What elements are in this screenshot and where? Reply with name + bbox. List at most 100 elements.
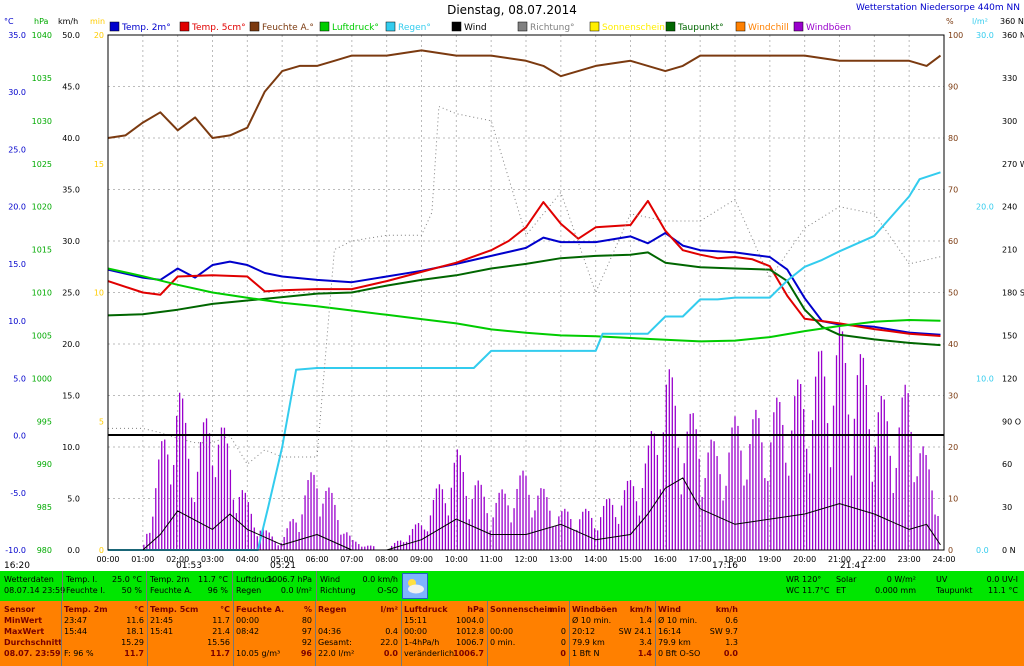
- regen-label: Regen: [236, 586, 262, 595]
- divider: [655, 601, 656, 666]
- stats-unit-sonne: min: [549, 605, 566, 614]
- current-header-date: 08.07.14 23:59: [4, 586, 66, 595]
- stats-value-temp5cm: 21.4: [212, 627, 230, 636]
- axis-tick-sun_min: 15: [94, 160, 104, 169]
- stats-row-label: Sensor: [4, 605, 36, 614]
- stats-value-regen: 0.4: [385, 627, 398, 636]
- temp-i-value: 25.0 °C: [112, 575, 142, 584]
- axis-tick-humidity_pct: 90: [948, 83, 958, 92]
- legend-label: Wind: [464, 23, 487, 33]
- luftdruck-value: 1006.7 hPa: [267, 575, 312, 584]
- stats-unit-regen: l/m²: [380, 605, 398, 614]
- axis-tick-humidity_pct: 0: [948, 546, 953, 555]
- x-tick-label: 00:00: [96, 555, 119, 564]
- divider: [147, 601, 148, 666]
- stats-value-wind: 0.0: [723, 649, 738, 658]
- stats-cell-sonne: 0 min.: [490, 638, 516, 647]
- stats-cell-temp5cm: 15:41: [150, 627, 174, 636]
- axis-tick-sun_min: 10: [94, 289, 104, 298]
- stats-value-luftdruck: 1006.7: [453, 649, 484, 658]
- axis-tick-temp_c: -10.0: [5, 546, 26, 555]
- marker-sunset: 21:41: [840, 561, 866, 571]
- x-tick-label: 23:00: [898, 555, 921, 564]
- stats-value-windboeen: 3.4: [639, 638, 652, 647]
- axis-tick-direction: 330: [1002, 74, 1017, 83]
- axis-tick-pressure_hpa: 1030: [32, 117, 52, 126]
- divider: [487, 601, 488, 666]
- stats-cell-feuchte: 08:42: [236, 627, 260, 636]
- axis-tick-wind_kmh: 25.0: [62, 289, 80, 298]
- stats-cell-windboeen: 1 Bft N: [572, 649, 600, 658]
- legend-label: Taupunkt°: [677, 23, 724, 33]
- legend-swatch: [451, 21, 462, 32]
- wind-label: Wind: [320, 575, 341, 584]
- axis-tick-humidity_pct: 100: [948, 31, 963, 40]
- plot-frame: [107, 34, 945, 551]
- axis-tick-direction: 210: [1002, 246, 1017, 255]
- stats-header-regen: Regen: [318, 605, 347, 614]
- x-tick-label: 07:00: [340, 555, 363, 564]
- stats-value-sonne: 0: [560, 649, 566, 658]
- stats-cell-windboeen: 79.9 km: [572, 638, 605, 647]
- x-tick-label: 02:00: [166, 555, 189, 564]
- legend-label: Windchill: [748, 23, 789, 33]
- x-tick-label: 16:00: [654, 555, 677, 564]
- uv-value: 0.0 UV-I: [986, 575, 1018, 584]
- x-tick-label: 19:00: [758, 555, 781, 564]
- stats-value-temp5cm: 11.7: [212, 616, 230, 625]
- divider: [233, 601, 234, 666]
- stats-cell-feuchte: 10.05 g/m³: [236, 649, 281, 658]
- axis-tick-direction: 270 W: [1002, 160, 1024, 169]
- axis-tick-humidity_pct: 70: [948, 186, 958, 195]
- divider: [62, 571, 63, 601]
- legend-label: Regen°: [398, 23, 431, 33]
- marker-left-time: 16:20: [4, 561, 30, 571]
- stats-cell-regen: Gesamt:: [318, 638, 352, 647]
- axis-tick-direction: 150: [1002, 331, 1017, 340]
- axis-tick-wind_kmh: 5.0: [67, 495, 80, 504]
- stats-value-sonne: 0: [560, 627, 566, 636]
- axis-tick-wind_kmh: 50.0: [62, 31, 80, 40]
- et-value: 0.000 mm: [874, 586, 916, 595]
- x-tick-label: 22:00: [863, 555, 886, 564]
- axis-tick-temp_c: 0.0: [13, 432, 26, 441]
- stats-row-label: Durchschnitt: [4, 638, 63, 647]
- axis-tick-wind_kmh: 20.0: [62, 340, 80, 349]
- axis-tick-sun_min: 5: [99, 417, 104, 426]
- axis-tick-pressure_hpa: 985: [37, 503, 52, 512]
- x-tick-label: 03:00: [201, 555, 224, 564]
- stats-cell-regen: 22.0 l/m²: [318, 649, 355, 658]
- stats-value-temp2m: 11.7: [124, 649, 144, 658]
- x-tick-label: 14:00: [584, 555, 607, 564]
- x-tick-label: 11:00: [480, 555, 503, 564]
- stats-value-feuchte: 97: [301, 627, 312, 636]
- stats-header-luftdruck: Luftdruck: [404, 605, 448, 614]
- divider: [316, 571, 317, 601]
- solar-label: Solar: [836, 575, 857, 584]
- stats-value-temp2m: 18.1: [126, 627, 144, 636]
- stats-value-windboeen: SW 24.1: [618, 627, 652, 636]
- stats-cell-temp2m: F: 96 %: [64, 649, 94, 658]
- stats-unit-wind: km/h: [715, 605, 738, 614]
- axis-tick-rain_lm2: 20.0: [976, 203, 994, 212]
- stats-header-windboeen: Windböen: [572, 605, 618, 614]
- axes: 35.0 30.0 25.0 20.0 15.0 10.0 5.0 0.0 -5.0 -10.0 1…: [4, 17, 1024, 564]
- statistics-panel: Sensor MinWert MaxWert Durchschnitt 08.07. 2…: [0, 601, 1024, 666]
- axis-tick-pressure_hpa: 980: [37, 546, 52, 555]
- x-tick-label: 04:00: [236, 555, 259, 564]
- legend-swatch: [249, 21, 260, 32]
- axis-tick-rain_lm2: 10.0: [976, 374, 994, 383]
- temp-2m-value: 11.7 °C: [198, 575, 228, 584]
- legend-label: Richtung°: [530, 23, 575, 33]
- stats-row-label: 08.07. 23:59: [4, 649, 61, 658]
- stats-value-wind: 1.3: [725, 638, 738, 647]
- stats-header-temp2m: Temp. 2m: [64, 605, 108, 614]
- axis-tick-direction: 360 N: [1002, 31, 1024, 40]
- axis-unit-lm2: l/m²: [972, 17, 988, 26]
- axis-tick-wind_kmh: 45.0: [62, 83, 80, 92]
- stats-value-regen: 0.0: [383, 649, 398, 658]
- richtung-label: Richtung: [320, 586, 356, 595]
- divider: [61, 601, 62, 666]
- stats-header-sonne: Sonnenschein: [490, 605, 553, 614]
- x-tick-label: 06:00: [305, 555, 328, 564]
